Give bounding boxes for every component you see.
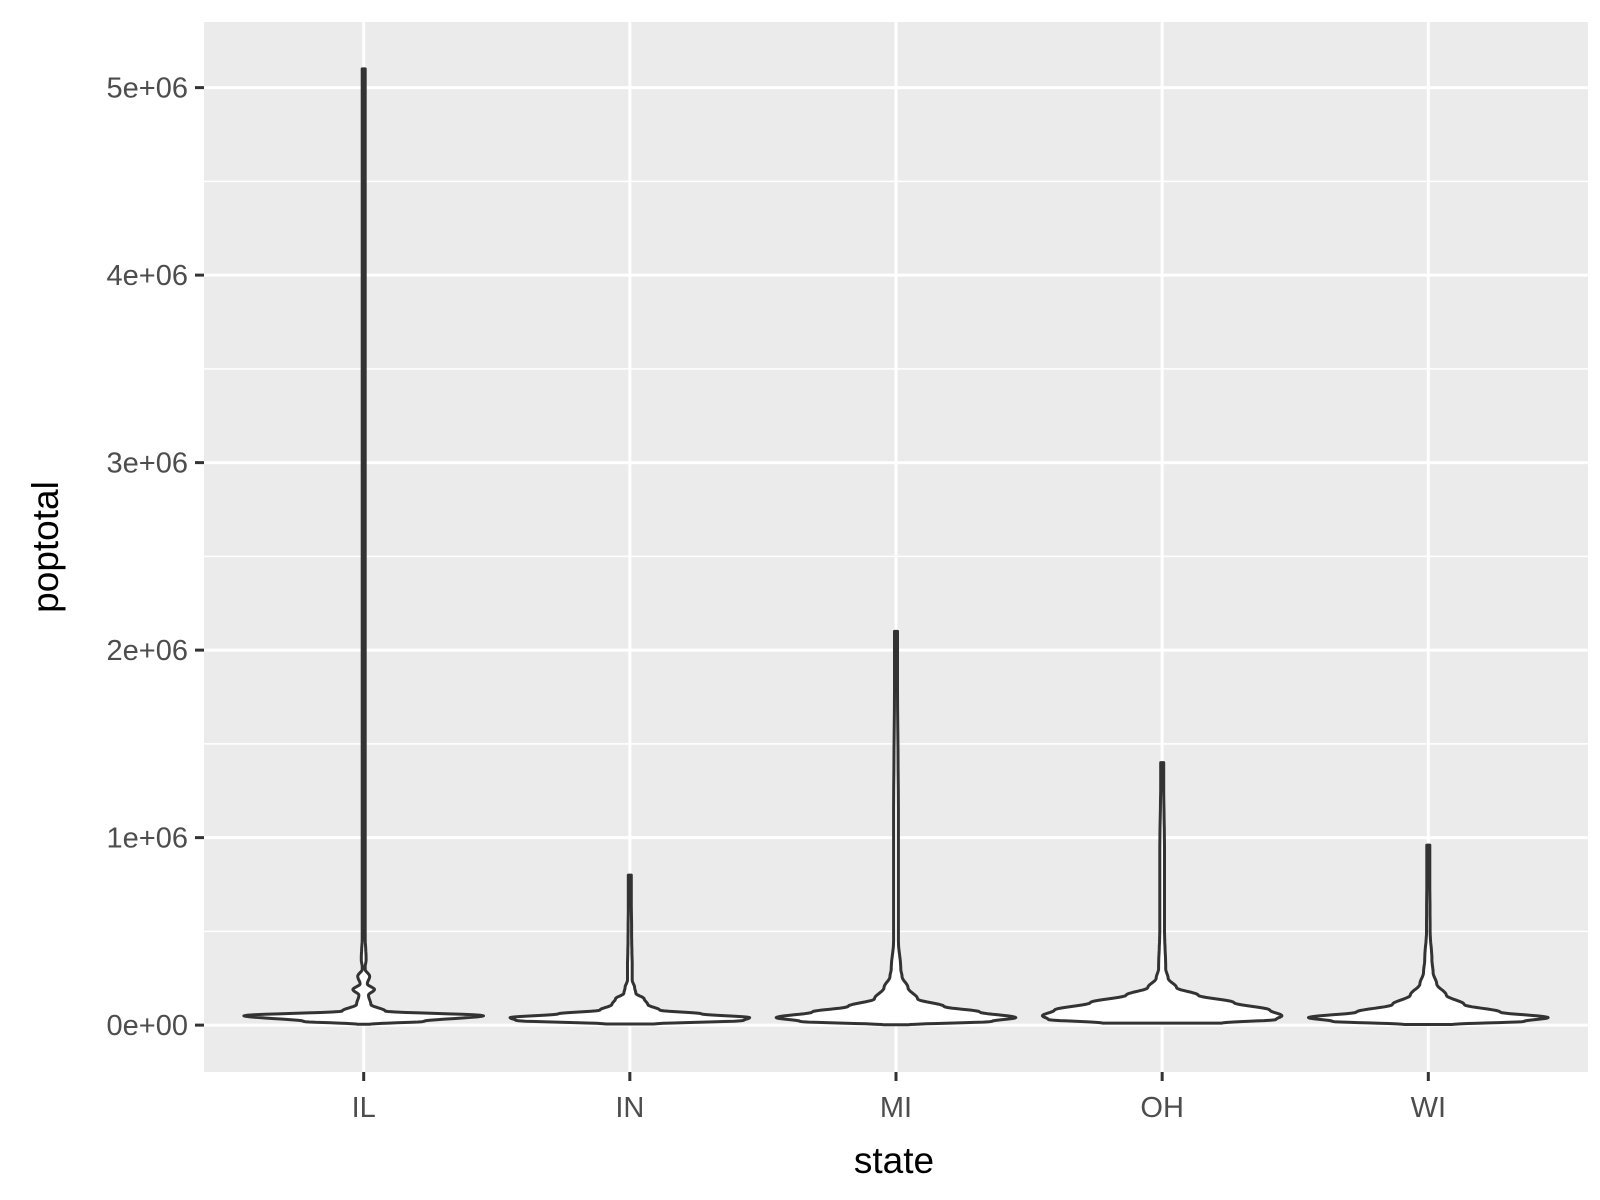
y-axis-title: poptotal [25, 481, 66, 613]
x-tick-label: IL [352, 1092, 376, 1124]
x-axis: IL IN MI OH WI [352, 1072, 1446, 1124]
y-tick-label: 0e+00 [107, 1010, 188, 1042]
violins [242, 67, 1550, 1027]
y-tick-label: 2e+06 [107, 635, 188, 667]
x-tick-label: MI [880, 1092, 912, 1124]
violin-mi [774, 629, 1018, 1027]
violin-oh [1040, 761, 1284, 1025]
y-tick-label: 3e+06 [107, 448, 188, 480]
x-tick-label: OH [1140, 1092, 1184, 1124]
y-tick-label: 5e+06 [107, 73, 188, 105]
violin-il [242, 67, 485, 1026]
y-tick-label: 1e+06 [107, 823, 188, 855]
x-tick-label: IN [615, 1092, 644, 1124]
x-tick-label: WI [1411, 1092, 1446, 1124]
x-axis-title: state [854, 1140, 934, 1181]
violin-wi [1307, 843, 1550, 1026]
y-tick-label: 4e+06 [107, 260, 188, 292]
y-axis: 0e+00 1e+06 2e+06 3e+06 4e+06 5e+06 [107, 73, 204, 1042]
violin-in [508, 873, 752, 1026]
